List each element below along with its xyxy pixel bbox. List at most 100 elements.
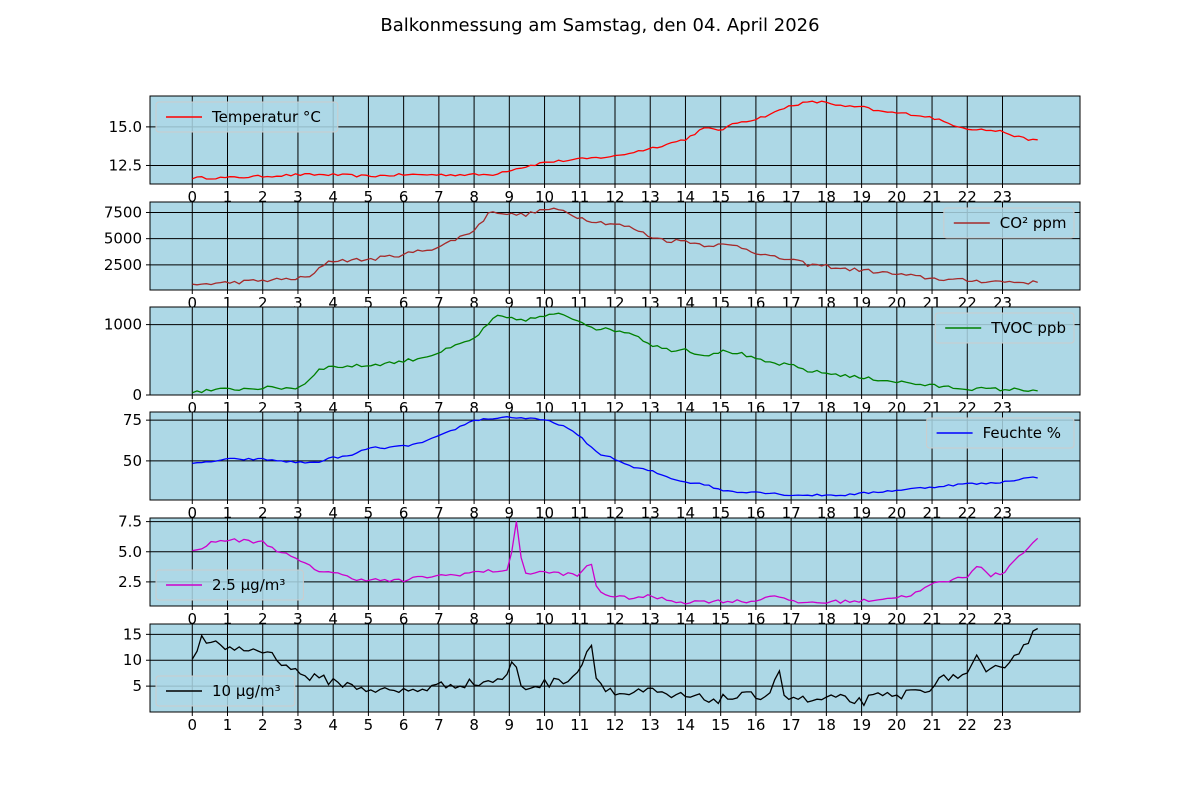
x-tick-label: 8	[469, 610, 479, 628]
x-tick-label: 14	[676, 716, 695, 734]
panel-2: 0 1 2 3 4 5 6 7 8 9 10 11 12 13 14 15 16 17 18 19 20 21 22 2325…	[104, 201, 1081, 312]
x-tick-label: 9	[505, 294, 515, 312]
x-tick-label: 23	[993, 716, 1012, 734]
x-tick-label: 0	[187, 188, 197, 206]
x-tick-label: 1	[223, 716, 233, 734]
legend: TVOC ppb	[934, 312, 1075, 344]
y-tick-label: 75	[123, 411, 142, 429]
x-tick-label: 3	[293, 188, 303, 206]
x-tick-label: 6	[399, 399, 409, 417]
x-tick-label: 10	[535, 716, 554, 734]
x-tick-label: 9	[505, 399, 515, 417]
y-tick-label: 7.5	[118, 513, 142, 531]
x-tick-label: 16	[746, 716, 765, 734]
y-tick-label: 10	[123, 651, 142, 669]
x-tick-label: 4	[328, 294, 338, 312]
x-tick-label: 7	[434, 504, 444, 522]
y-tick-label: 2.5	[118, 573, 142, 591]
x-tick-label: 22	[958, 716, 977, 734]
x-tick-label: 6	[399, 294, 409, 312]
x-tick-label: 2	[258, 716, 268, 734]
legend-box	[155, 675, 296, 707]
x-tick-label: 6	[399, 610, 409, 628]
legend: CO² ppm	[943, 207, 1075, 239]
x-tick-label: 9	[505, 188, 515, 206]
x-tick-label: 18	[817, 716, 836, 734]
x-tick-label: 6	[399, 504, 409, 522]
y-tick-label: 2500	[104, 256, 142, 274]
legend-label: Feuchte %	[983, 424, 1061, 442]
x-tick-label: 7	[434, 716, 444, 734]
x-tick-label: 2	[258, 399, 268, 417]
series-line	[191, 627, 1039, 707]
x-tick-label: 20	[887, 716, 906, 734]
panels: 0 1 2 3 4 5 6 7 8 9 10 11 12 13 14 15 16 17 18 19 20 21 22 2312…	[104, 95, 1081, 734]
x-tick-label: 2	[258, 610, 268, 628]
panel-6: 0 1 2 3 4 5 6 7 8 9 10 11 12 13 14 15 16 17 18 19 20 21 22 2351…	[123, 623, 1081, 734]
x-tick-label: 1	[223, 504, 233, 522]
x-tick-label: 4	[328, 399, 338, 417]
plot-frame	[149, 201, 1081, 291]
x-tick-label: 5	[364, 399, 374, 417]
legend-label: TVOC ppb	[990, 319, 1066, 337]
legend-label: CO² ppm	[1000, 214, 1067, 232]
x-tick-label: 15	[711, 716, 730, 734]
legend: Feuchte %	[926, 417, 1075, 449]
x-tick-label: 1	[223, 294, 233, 312]
plot-frame	[149, 411, 1081, 501]
x-tick-label: 7	[434, 610, 444, 628]
x-tick-label: 8	[469, 188, 479, 206]
y-tick-label: 15.0	[109, 118, 142, 136]
x-tick-label: 1	[223, 188, 233, 206]
x-tick-label: 5	[364, 504, 374, 522]
x-tick-label: 11	[570, 716, 589, 734]
legend-box	[155, 569, 304, 601]
y-tick-label: 5000	[104, 230, 142, 248]
y-tick-label: 12.5	[109, 156, 142, 174]
legend-box	[155, 101, 339, 133]
y-tick-label: 50	[123, 452, 142, 470]
x-tick-label: 0	[187, 504, 197, 522]
panel-5: 0 1 2 3 4 5 6 7 8 9 10 11 12 13 14 15 16 17 18 19 20 21 22 232.…	[118, 513, 1081, 628]
x-tick-label: 6	[399, 188, 409, 206]
x-tick-label: 5	[364, 716, 374, 734]
x-tick-label: 0	[187, 294, 197, 312]
plot-frame	[149, 623, 1081, 713]
series-line	[192, 312, 1038, 394]
x-tick-label: 19	[852, 716, 871, 734]
x-tick-label: 0	[187, 610, 197, 628]
figure-title: Balkonmessung am Samstag, den 04. April …	[380, 15, 819, 36]
x-tick-label: 9	[505, 610, 515, 628]
series-line	[192, 207, 1038, 286]
plot-frame	[149, 306, 1081, 396]
x-tick-label: 9	[505, 504, 515, 522]
x-tick-label: 3	[293, 294, 303, 312]
legend-box	[926, 417, 1075, 449]
legend-label: Temperatur °C	[211, 108, 321, 126]
x-tick-label: 3	[293, 716, 303, 734]
y-tick-label: 5	[132, 677, 142, 695]
plot-frame	[149, 95, 1081, 185]
x-tick-label: 2	[258, 188, 268, 206]
series-line	[192, 416, 1038, 497]
x-tick-label: 21	[922, 716, 941, 734]
x-tick-label: 8	[469, 399, 479, 417]
x-tick-label: 9	[505, 716, 515, 734]
y-tick-label: 5.0	[118, 543, 142, 561]
x-tick-label: 5	[364, 188, 374, 206]
y-tick-label: 0	[132, 386, 142, 404]
x-tick-label: 1	[223, 399, 233, 417]
y-tick-label: 15	[123, 625, 142, 643]
legend: 2.5 µg/m³	[155, 569, 304, 601]
x-tick-label: 2	[258, 504, 268, 522]
x-tick-label: 12	[605, 716, 624, 734]
x-tick-label: 17	[782, 716, 801, 734]
legend: Temperatur °C	[155, 101, 339, 133]
x-tick-label: 2	[258, 294, 268, 312]
y-tick-label: 7500	[104, 203, 142, 221]
x-tick-label: 5	[364, 294, 374, 312]
x-tick-label: 4	[328, 716, 338, 734]
x-tick-label: 8	[469, 716, 479, 734]
x-tick-label: 4	[328, 610, 338, 628]
x-tick-label: 3	[293, 504, 303, 522]
